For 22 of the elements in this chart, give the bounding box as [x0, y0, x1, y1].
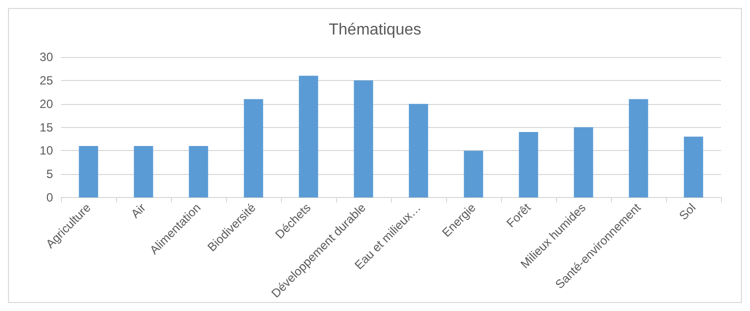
y-tick-label: 30: [40, 50, 54, 64]
y-tick-label: 10: [40, 144, 54, 158]
bar: [188, 146, 208, 198]
x-tick-label: Sol: [676, 200, 698, 223]
x-tick-label: Air: [128, 200, 148, 221]
bar: [244, 99, 264, 198]
y-tick-label: 25: [40, 73, 54, 88]
bar: [408, 104, 428, 198]
chart-title: Thématiques: [328, 22, 422, 38]
bar: [684, 136, 704, 198]
y-tick-label: 20: [40, 96, 54, 111]
bar: [134, 146, 154, 198]
bar: [298, 76, 318, 198]
bar: [574, 127, 594, 198]
bar: [78, 146, 98, 198]
bar: [354, 80, 374, 198]
y-tick-label: 0: [46, 190, 54, 205]
bar: [628, 99, 648, 198]
y-tick-label: 15: [40, 120, 54, 134]
bar: [464, 150, 484, 198]
bar: [518, 132, 538, 198]
y-tick-label: 5: [46, 167, 54, 182]
